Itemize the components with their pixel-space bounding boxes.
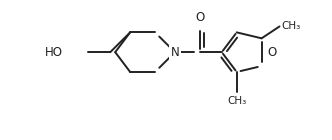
Text: O: O [268,46,277,59]
Text: CH₃: CH₃ [227,96,246,106]
Text: N: N [171,46,179,59]
Text: O: O [195,11,205,24]
Text: CH₃: CH₃ [282,21,301,32]
Text: HO: HO [44,46,62,59]
